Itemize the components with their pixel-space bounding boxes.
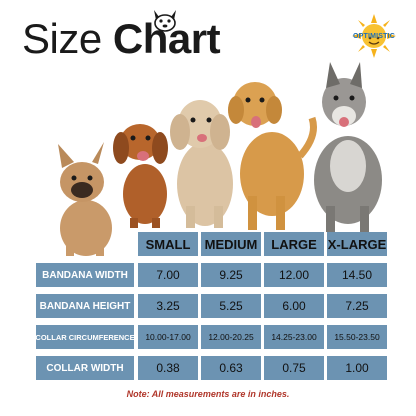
measurement-note: Note: All measurements are in inches. <box>126 389 290 399</box>
table-cell: 12.00 <box>264 263 324 287</box>
sun-logo-icon <box>352 14 396 58</box>
table-cell: 0.38 <box>138 356 198 380</box>
table-cell: 10.00-17.00 <box>138 325 198 349</box>
table-cell: 15.50-23.50 <box>327 325 387 349</box>
table-cell: 6.00 <box>264 294 324 318</box>
table-cell: 5.25 <box>201 294 261 318</box>
table-cell: 7.25 <box>327 294 387 318</box>
row-label-bandana-width: BANDANA WIDTH <box>36 263 134 287</box>
table-cell: 14.50 <box>327 263 387 287</box>
table-cell: 12.00-20.25 <box>201 325 261 349</box>
frenchie-head-icon <box>154 10 176 32</box>
title-light: Size <box>22 15 113 62</box>
logo-text: OPTIMISTIC <box>352 33 396 40</box>
dogs-lineup-image <box>58 62 382 256</box>
table-cell: 9.25 <box>201 263 261 287</box>
row-label-collar-circumference: COLLAR CIRCUMFERENCE <box>35 325 135 349</box>
wolf-dog-icon <box>314 62 382 232</box>
poodle-icon <box>170 100 233 228</box>
column-header-x-large: X-LARGE <box>327 232 387 256</box>
table-cell: 0.75 <box>264 356 324 380</box>
table-cell: 14.25-23.00 <box>264 325 324 349</box>
column-header-small: SMALL <box>138 232 198 256</box>
row-label-bandana-height: BANDANA HEIGHT <box>36 294 134 318</box>
table-cell: 7.00 <box>138 263 198 287</box>
golden-retriever-icon <box>228 82 317 230</box>
column-header-large: LARGE <box>264 232 324 256</box>
table-cell: 1.00 <box>327 356 387 380</box>
table-cell: 0.63 <box>201 356 261 380</box>
french-bulldog-icon <box>58 142 112 256</box>
dachshund-icon <box>113 124 168 228</box>
column-header-medium: MEDIUM <box>201 232 261 256</box>
row-label-collar-width: COLLAR WIDTH <box>36 356 134 380</box>
table-cell: 3.25 <box>138 294 198 318</box>
